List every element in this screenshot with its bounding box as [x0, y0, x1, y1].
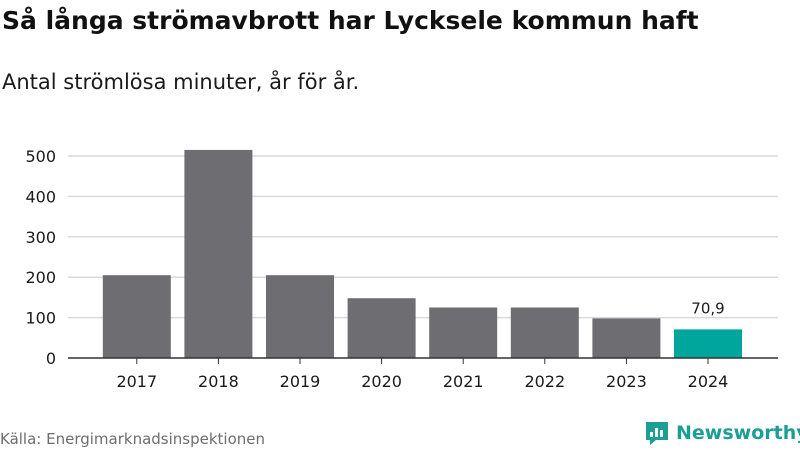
bar-2018	[184, 149, 253, 358]
chart-subtitle: Antal strömlösa minuter, år för år.	[2, 70, 360, 94]
x-tick-label: 2021	[443, 372, 484, 391]
y-tick-label: 300	[25, 228, 56, 247]
bar-2017	[102, 275, 171, 358]
x-tick-label: 2023	[606, 372, 647, 391]
newsworthy-logo: Newsworthy	[644, 420, 800, 446]
y-tick-label: 400	[25, 187, 56, 206]
bar-2024	[674, 329, 742, 358]
x-tick-label: 2017	[116, 372, 157, 391]
x-tick-label: 2024	[688, 372, 729, 391]
x-tick-label: 2022	[524, 372, 565, 391]
bar-2023	[592, 318, 661, 358]
x-tick-label: 2018	[198, 372, 239, 391]
brand-name: Newsworthy	[676, 422, 800, 444]
x-tick-label: 2020	[361, 372, 402, 391]
newsworthy-logo-icon	[646, 422, 668, 445]
y-tick-label: 100	[25, 309, 56, 328]
source-note: Källa: Energimarknadsinspektionen	[0, 430, 266, 448]
bar-2019	[266, 275, 334, 358]
bar-2021	[429, 307, 498, 358]
y-tick-label: 0	[46, 349, 56, 368]
bar-2022	[510, 307, 579, 358]
y-tick-label: 200	[25, 268, 56, 287]
x-tick-label: 2019	[280, 372, 321, 391]
data-label: 70,9	[691, 299, 724, 317]
y-tick-label: 500	[25, 147, 56, 166]
bar-2020	[347, 298, 416, 358]
chart-title: Så långa strömavbrott har Lycksele kommu…	[2, 6, 699, 35]
